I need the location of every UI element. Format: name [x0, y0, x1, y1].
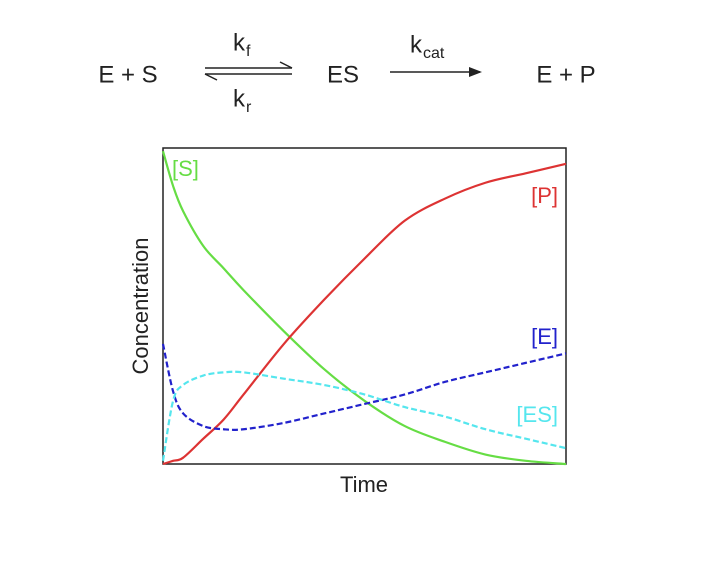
series-label: [P] — [531, 183, 558, 208]
kf-symbol: k — [233, 29, 246, 56]
series-line — [161, 150, 567, 466]
plot-frame — [162, 147, 567, 465]
series-line — [162, 162, 567, 466]
products: E + P — [536, 61, 595, 88]
kr-symbol: k — [233, 85, 246, 112]
series-label: [S] — [172, 156, 199, 181]
kcat-arrowhead — [469, 67, 482, 77]
forward-arrowhead — [279, 61, 293, 69]
x-axis-label: Time — [340, 472, 388, 497]
reverse-arrowhead — [204, 73, 218, 81]
kcat-subscript: cat — [423, 45, 445, 62]
kcat-symbol: k — [410, 31, 423, 58]
kr-subscript: r — [246, 99, 252, 116]
series-label: [E] — [531, 324, 558, 349]
series-label: [ES] — [516, 402, 558, 427]
y-axis-label: Concentration — [128, 238, 153, 375]
series-line — [161, 343, 567, 431]
series-line — [161, 370, 567, 462]
reactants: E + S — [98, 61, 157, 88]
complex: ES — [327, 61, 359, 88]
kf-subscript: f — [246, 43, 251, 60]
